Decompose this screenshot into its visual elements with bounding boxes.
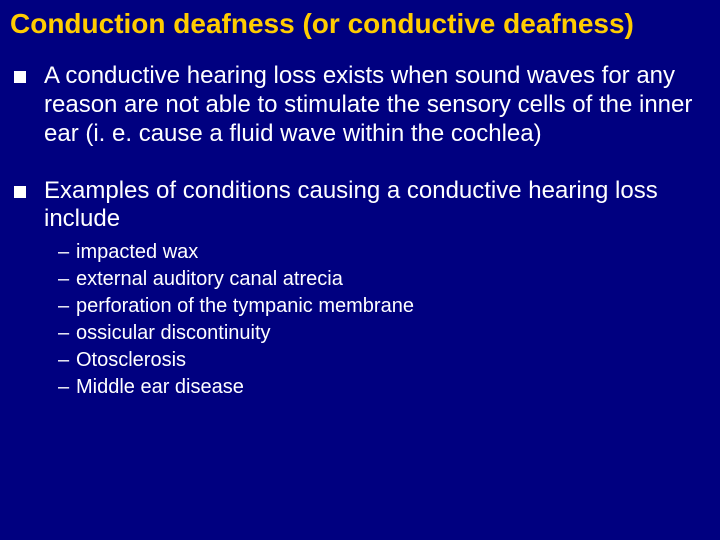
sub-item: – perforation of the tympanic membrane [58,294,710,319]
bullet-item: A conductive hearing loss exists when so… [10,62,710,148]
sub-text: ossicular discontinuity [76,321,271,346]
dash-icon: – [58,240,76,265]
sub-item: – Otosclerosis [58,348,710,373]
bullet-item: Examples of conditions causing a conduct… [10,177,710,235]
sub-item: – ossicular discontinuity [58,321,710,346]
square-bullet-icon [14,71,26,83]
sub-item: – impacted wax [58,240,710,265]
slide-title: Conduction deafness (or conductive deafn… [10,8,710,40]
sub-text: Middle ear disease [76,375,244,400]
bullet-text: Examples of conditions causing a conduct… [44,177,710,235]
dash-icon: – [58,267,76,292]
sub-text: external auditory canal atrecia [76,267,343,292]
dash-icon: – [58,294,76,319]
square-bullet-icon [14,186,26,198]
sub-list: – impacted wax – external auditory canal… [58,240,710,400]
sub-item: – external auditory canal atrecia [58,267,710,292]
sub-text: perforation of the tympanic membrane [76,294,414,319]
sub-text: impacted wax [76,240,198,265]
sub-text: Otosclerosis [76,348,186,373]
slide: Conduction deafness (or conductive deafn… [0,0,720,540]
dash-icon: – [58,348,76,373]
dash-icon: – [58,375,76,400]
sub-item: – Middle ear disease [58,375,710,400]
dash-icon: – [58,321,76,346]
bullet-text: A conductive hearing loss exists when so… [44,62,710,148]
